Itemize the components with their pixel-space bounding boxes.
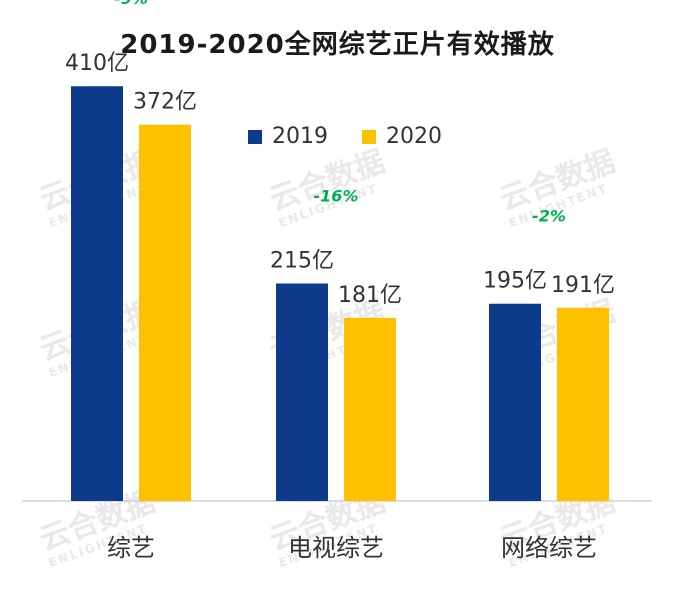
data-label-2020-2: 191亿 <box>551 273 615 298</box>
change-label-0: -9% <box>114 0 148 8</box>
bar-2020-0 <box>139 124 191 502</box>
change-label-1: -16% <box>314 187 359 206</box>
legend-label-2020: 2020 <box>386 124 442 149</box>
data-label-2019-0: 410亿 <box>65 51 129 76</box>
x-tick-label-2: 网络综艺 <box>501 534 597 562</box>
legend-swatch-2020 <box>362 129 376 144</box>
bar-2019-1 <box>276 283 328 501</box>
x-tick-label-1: 电视综艺 <box>288 534 384 562</box>
x-tick-label-0: 综艺 <box>107 534 155 562</box>
bar-2020-2 <box>557 307 609 501</box>
data-label-2020-1: 181亿 <box>338 283 402 308</box>
data-label-2020-0: 372亿 <box>133 90 197 115</box>
data-label-2019-2: 195亿 <box>483 269 547 294</box>
legend-swatch-2019 <box>248 129 262 144</box>
bar-2020-1 <box>344 317 396 501</box>
change-label-2: -2% <box>532 207 566 226</box>
chart-title: 2019-2020全网综艺正片有效播放 <box>120 30 555 60</box>
legend-label-2019: 2019 <box>272 124 328 149</box>
bar-2019-2 <box>489 303 541 501</box>
data-label-2019-1: 215亿 <box>270 249 334 274</box>
legend-item-2020: 2020 <box>362 124 442 149</box>
legend-item-2019: 2019 <box>248 124 328 149</box>
bar-2019-0 <box>71 86 123 502</box>
chart-legend: 2019 2020 <box>248 124 476 149</box>
